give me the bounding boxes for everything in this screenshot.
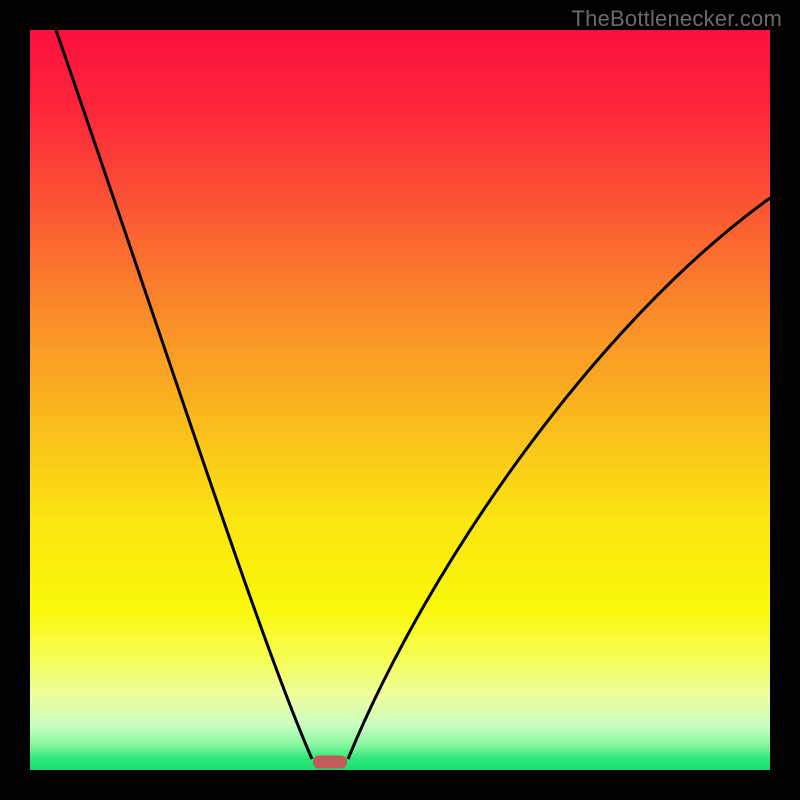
watermark-text: TheBottlenecker.com [572, 6, 782, 32]
bottleneck-chart: TheBottlenecker.com [0, 0, 800, 800]
optimal-marker [313, 756, 347, 769]
chart-svg [0, 0, 800, 800]
plot-background [30, 30, 770, 770]
